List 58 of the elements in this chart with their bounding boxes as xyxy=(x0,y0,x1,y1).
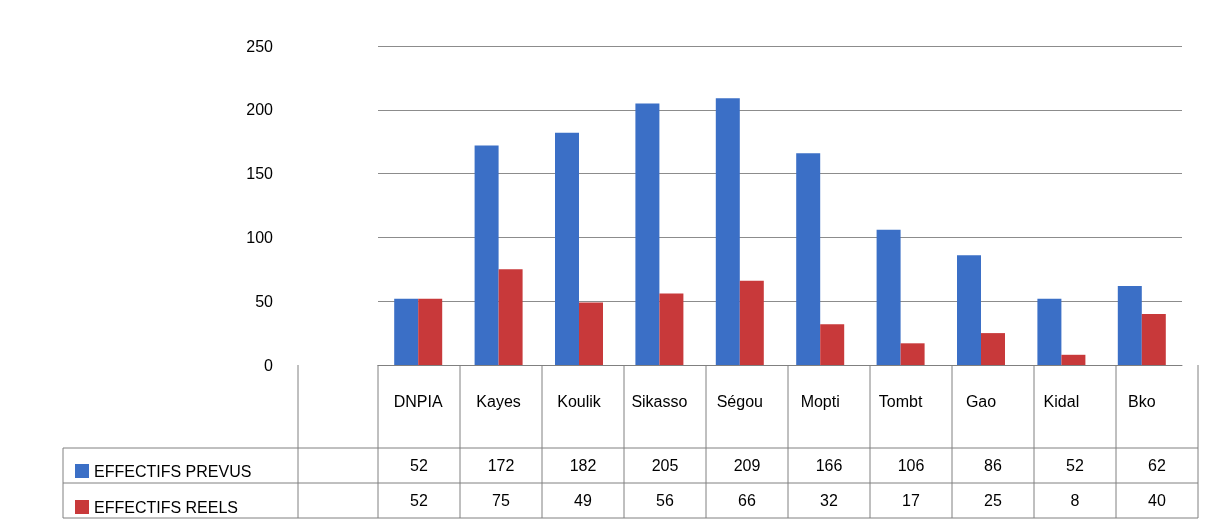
bar xyxy=(796,153,821,365)
bar xyxy=(876,229,901,365)
x-tick-label: Tombt xyxy=(878,392,923,410)
bar xyxy=(659,293,684,365)
bar xyxy=(1141,313,1166,365)
data-label: 106 xyxy=(897,457,925,474)
bar xyxy=(981,333,1005,365)
y-tick-label: 250 xyxy=(246,37,274,55)
bar xyxy=(555,132,579,365)
data-label: 66 xyxy=(738,492,756,509)
y-tick-label: 100 xyxy=(246,228,274,246)
x-tick-label: Ségou xyxy=(716,392,763,410)
legend-label: EFFECTIFS PREVUS xyxy=(94,462,252,480)
data-label: 49 xyxy=(574,492,592,509)
data-label: 17 xyxy=(902,492,920,509)
bar xyxy=(418,298,443,365)
data-label: 205 xyxy=(651,457,679,474)
data-label: 172 xyxy=(487,457,515,474)
data-label: 86 xyxy=(984,457,1002,474)
data-label: 166 xyxy=(815,457,843,474)
bar xyxy=(739,280,764,365)
y-tick-label: 0 xyxy=(264,356,274,374)
x-tick-label: Mopti xyxy=(800,392,840,410)
legend-label: EFFECTIFS REELS xyxy=(94,498,239,516)
x-tick-label: Kidal xyxy=(1043,392,1080,410)
x-tick-label: Kayes xyxy=(476,392,521,410)
bar xyxy=(1061,354,1086,365)
data-label: 52 xyxy=(410,492,428,509)
bar xyxy=(498,269,523,365)
data-label: 182 xyxy=(569,457,597,474)
bar xyxy=(715,98,740,365)
y-tick-label: 150 xyxy=(246,165,274,183)
x-tick-label: Koulik xyxy=(557,392,602,410)
x-tick-label: DNPIA xyxy=(393,392,443,410)
bar xyxy=(635,103,660,365)
x-tick-label: Bko xyxy=(1128,392,1156,410)
data-label: 32 xyxy=(820,492,838,509)
data-label: 25 xyxy=(984,492,1002,509)
data-label: 52 xyxy=(410,457,428,474)
data-label: 56 xyxy=(656,492,674,509)
data-label: 52 xyxy=(1066,457,1084,474)
x-tick-label: Gao xyxy=(965,392,997,410)
y-tick-label: 50 xyxy=(255,292,274,310)
bar xyxy=(957,255,981,365)
data-label: 62 xyxy=(1148,457,1166,474)
bar xyxy=(1117,285,1142,365)
bar xyxy=(900,343,925,365)
bar xyxy=(1037,298,1062,365)
data-label: 75 xyxy=(492,492,510,509)
bar xyxy=(820,324,845,365)
data-label: 8 xyxy=(1070,492,1080,509)
x-tick-label: Sikasso xyxy=(631,392,688,410)
y-tick-label: 200 xyxy=(246,101,274,119)
data-label: 40 xyxy=(1148,492,1166,509)
bar xyxy=(579,302,603,365)
bar xyxy=(474,145,499,365)
data-label: 209 xyxy=(733,457,761,474)
bar xyxy=(394,298,419,365)
